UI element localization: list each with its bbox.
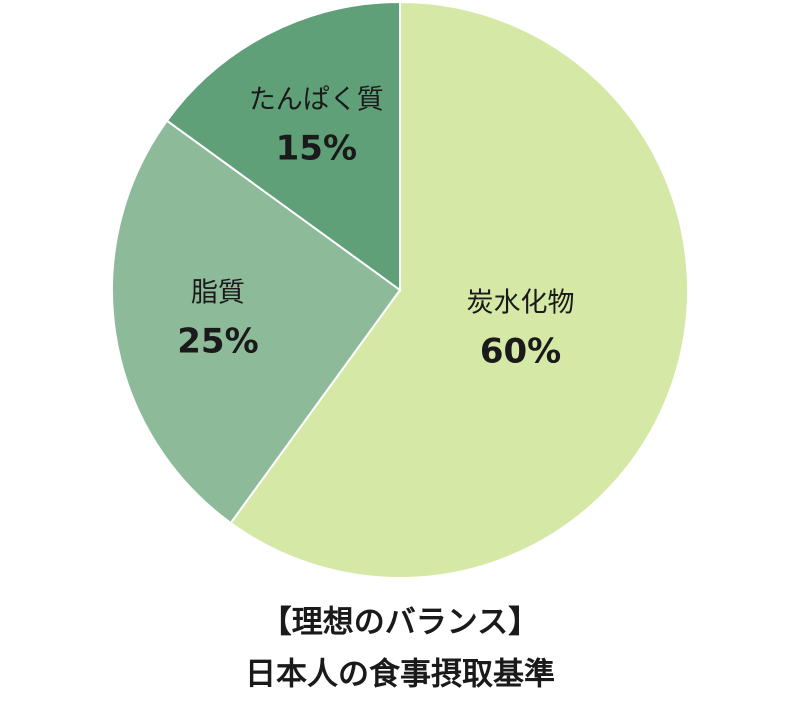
pie — [111, 0, 689, 579]
pie-slice — [165, 0, 401, 292]
chart-subtitle: 日本人の食事摂取基準 — [245, 657, 555, 693]
pie-slice — [111, 119, 402, 525]
slice-value-label: 15% — [276, 128, 357, 168]
slice-label: 炭水化物 — [467, 288, 575, 319]
chart-title: 【理想のバランス】 — [261, 605, 539, 641]
pie-slice — [229, 0, 689, 579]
slice-label: 脂質 — [191, 277, 245, 308]
slice-label: たんぱく質 — [249, 84, 384, 115]
slice-value-label: 60% — [480, 332, 561, 372]
slice-value-label: 25% — [177, 321, 258, 361]
